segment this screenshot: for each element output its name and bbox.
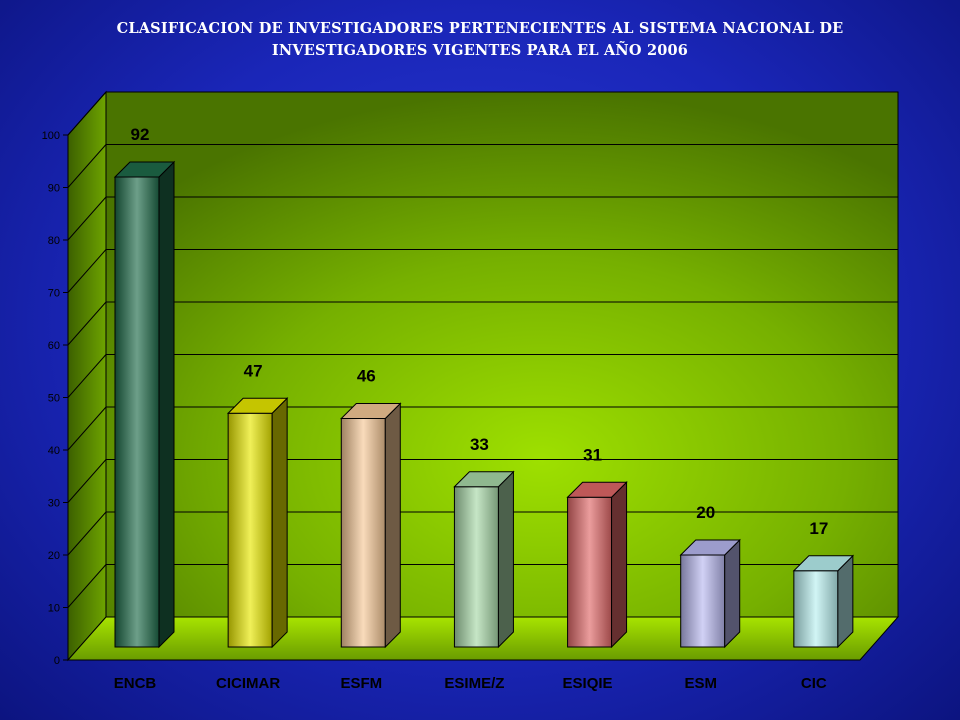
chart-title-line1: CLASIFICACION DE INVESTIGADORES PERTENEC… (116, 20, 844, 37)
x-tick-label: ESFM (340, 675, 382, 692)
y-tick-label: 80 (48, 235, 60, 247)
y-tick-label: 30 (48, 498, 60, 510)
bar-top (340, 403, 402, 419)
bar-esimez (453, 486, 499, 648)
chart-title-line2: INVESTIGADORES VIGENTES PARA EL AÑO 2006 (271, 42, 689, 59)
bar-side (271, 397, 288, 649)
gridline-side (67, 249, 107, 293)
y-tick-label: 10 (48, 603, 60, 615)
bar-side (158, 160, 175, 649)
data-label: 47 (244, 361, 263, 380)
gridline-side (67, 354, 107, 398)
bar-top (453, 471, 515, 488)
bar-side (724, 538, 741, 649)
bar-top (113, 161, 176, 178)
gridline-side (67, 564, 107, 608)
gridline-side (67, 459, 107, 503)
x-tick-label: ESM (684, 675, 717, 692)
gridline-side (67, 406, 107, 451)
gridline-side (67, 91, 107, 136)
gridline-side (67, 511, 107, 556)
data-label: 17 (809, 519, 828, 538)
bar-esiqie (567, 496, 613, 648)
bar-top (679, 539, 741, 556)
gridline-side (67, 144, 107, 188)
y-tick-label: 50 (48, 393, 60, 405)
y-tick-label: 90 (48, 183, 60, 195)
bar-cicimar (227, 412, 273, 648)
y-tick-label: 0 (54, 655, 60, 667)
data-label: 31 (583, 445, 602, 464)
bar-top (566, 481, 628, 498)
bar-side (611, 481, 628, 649)
y-tick-label: 70 (48, 288, 60, 300)
x-tick-label: CICIMAR (216, 675, 280, 692)
bar-esm (680, 554, 726, 648)
bar-side (384, 402, 401, 649)
bar-encb (114, 176, 160, 648)
data-label: 20 (696, 503, 715, 522)
bar-top (792, 555, 855, 572)
data-label: 92 (131, 125, 150, 144)
bar-cic (793, 570, 839, 648)
bar-top (226, 397, 289, 414)
bar-side (837, 554, 854, 649)
chart-title: CLASIFICACION DE INVESTIGADORES PERTENEC… (60, 18, 900, 62)
bar-esfm (340, 418, 386, 648)
x-tick-label: ENCB (114, 675, 157, 692)
gridline-side (67, 301, 107, 346)
bar-side (497, 470, 514, 649)
y-tick-label: 20 (48, 550, 60, 562)
x-tick-label: ESIME/Z (444, 675, 504, 692)
gridline-side (67, 196, 107, 241)
data-label: 46 (357, 367, 376, 386)
y-tick-label: 40 (48, 445, 60, 457)
x-tick-label: ESIQIE (563, 675, 613, 692)
data-label: 33 (470, 435, 489, 454)
x-tick-label: CIC (801, 675, 827, 692)
y-tick-label: 100 (42, 130, 60, 142)
y-tick-label: 60 (48, 340, 60, 352)
